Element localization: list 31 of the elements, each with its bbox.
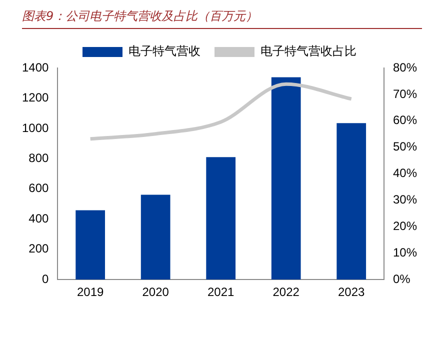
y-tick-label: 800	[28, 151, 50, 165]
y2-tick-label: 30%	[392, 192, 418, 207]
y-tick-label: 1000	[22, 120, 50, 135]
bar	[271, 77, 301, 280]
x-tick-label: 2023	[338, 285, 366, 300]
bar	[140, 194, 170, 280]
legend-label: 电子特气营收占比	[260, 44, 356, 58]
y2-tick-label: 60%	[392, 113, 418, 128]
chart-title: 图表9：公司电子特气营收及占比（百万元）	[22, 8, 422, 29]
y2-tick-label: 40%	[392, 166, 418, 180]
x-tick-label: 2021	[207, 285, 235, 300]
y2-tick-label: 20%	[392, 219, 418, 234]
y-tick-label: 0	[42, 272, 50, 286]
y2-tick-label: 10%	[392, 245, 418, 260]
bar	[206, 157, 236, 280]
y2-tick-label: 80%	[392, 60, 418, 74]
y2-tick-label: 50%	[392, 140, 418, 154]
bar	[336, 123, 366, 280]
y-tick-label: 200	[28, 242, 50, 256]
x-tick-label: 2019	[76, 285, 104, 300]
y-tick-label: 600	[28, 181, 50, 196]
legend-label: 电子特气营收	[128, 44, 200, 58]
bar	[76, 210, 106, 280]
y-tick-label: 400	[28, 211, 50, 226]
x-tick-label: 2022	[272, 285, 300, 300]
line-series	[88, 82, 354, 141]
x-tick-label: 2020	[142, 285, 170, 300]
y2-tick-label: 0%	[392, 272, 411, 286]
y2-tick-label: 70%	[392, 86, 418, 101]
y-tick-label: 1400	[22, 60, 50, 74]
y-tick-label: 1200	[22, 90, 50, 105]
